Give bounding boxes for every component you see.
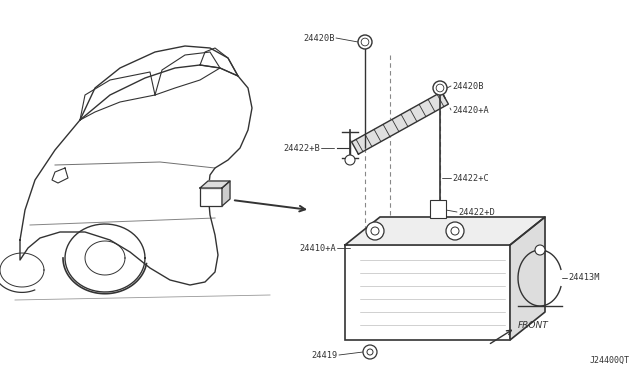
- Text: 24422+B: 24422+B: [284, 144, 320, 153]
- Circle shape: [451, 227, 459, 235]
- Circle shape: [361, 38, 369, 46]
- Text: 24422+C: 24422+C: [452, 173, 489, 183]
- Polygon shape: [345, 217, 545, 245]
- Text: 24422+D: 24422+D: [458, 208, 495, 217]
- Bar: [345, 245, 510, 340]
- Text: 24420B: 24420B: [303, 33, 335, 42]
- Circle shape: [446, 222, 464, 240]
- Circle shape: [358, 35, 372, 49]
- Polygon shape: [222, 181, 230, 206]
- Text: 24420B: 24420B: [452, 81, 483, 90]
- Circle shape: [345, 155, 355, 165]
- Bar: [200, 188, 222, 206]
- Polygon shape: [351, 92, 449, 154]
- Text: J24400QT: J24400QT: [590, 356, 630, 365]
- Text: 24410+A: 24410+A: [300, 244, 336, 253]
- Circle shape: [535, 245, 545, 255]
- Circle shape: [436, 84, 444, 92]
- Polygon shape: [200, 181, 230, 188]
- Circle shape: [433, 81, 447, 95]
- Text: 24413M: 24413M: [568, 273, 600, 282]
- Circle shape: [367, 349, 373, 355]
- Text: FRONT: FRONT: [518, 321, 548, 330]
- Circle shape: [371, 227, 379, 235]
- Text: 24419: 24419: [312, 350, 338, 359]
- Text: 24420+A: 24420+A: [452, 106, 489, 115]
- Polygon shape: [510, 217, 545, 340]
- Circle shape: [363, 345, 377, 359]
- Bar: [430, 200, 446, 218]
- Circle shape: [366, 222, 384, 240]
